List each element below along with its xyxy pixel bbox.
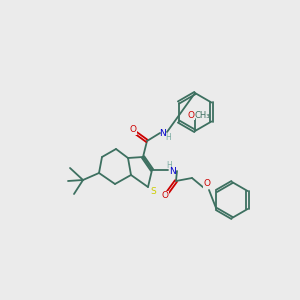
Text: S: S (150, 187, 156, 196)
Text: N: N (169, 167, 176, 176)
Text: O: O (130, 125, 136, 134)
Text: H: H (166, 161, 172, 170)
Text: H: H (165, 134, 171, 142)
Text: N: N (159, 130, 165, 139)
Text: O: O (203, 179, 211, 188)
Text: O: O (161, 191, 169, 200)
Text: CH₃: CH₃ (194, 110, 210, 119)
Text: O: O (188, 110, 194, 119)
